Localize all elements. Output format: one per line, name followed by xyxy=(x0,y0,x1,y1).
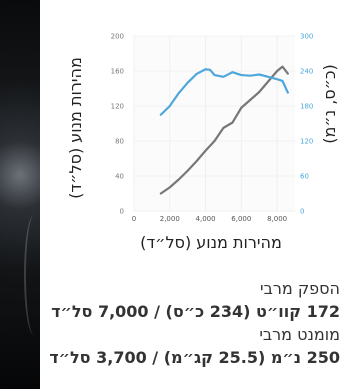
max-torque-title: מומנט מרבי xyxy=(259,325,340,344)
engine-performance-chart: 0 2,000 4,000 6,000 8,000 0 40 80 120 160 200 0 60 12… xyxy=(44,0,360,262)
left-y-tick-label: 80 xyxy=(115,138,124,146)
left-y-tick-label: 200 xyxy=(111,33,124,41)
right-y-tick-label: 120 xyxy=(300,138,313,146)
left-y-tick-label: 0 xyxy=(120,208,124,216)
chart-ticks: 0 2,000 4,000 6,000 8,000 0 40 80 120 160 200 0 60 12… xyxy=(111,33,314,224)
max-power-value: 172 קוו״ט (234 כ״ס) / 7,000 סל״ד xyxy=(51,302,340,321)
right-y-tick-label: 60 xyxy=(300,173,309,181)
right-y-tick-label: 0 xyxy=(300,208,304,216)
right-y-tick-label: 300 xyxy=(300,33,313,41)
max-torque-value: 250 נ״מ (25.5 קג״מ) / 3,700 סל״ד xyxy=(49,348,340,367)
x-tick-label: 8,000 xyxy=(267,215,287,223)
left-y-tick-label: 40 xyxy=(115,173,124,181)
x-tick-label: 6,000 xyxy=(231,215,251,223)
x-axis-label: מהירות מנוע (סל״ד) xyxy=(140,233,282,252)
x-tick-label: 4,000 xyxy=(196,215,216,223)
left-y-tick-label: 160 xyxy=(111,68,124,76)
left-y-tick-label: 120 xyxy=(111,103,124,111)
x-tick-label: 2,000 xyxy=(160,215,180,223)
chart-grid xyxy=(133,35,295,212)
gray-series-line xyxy=(159,65,289,195)
engine-specs: הספק מרבי 172 קוו״ט (234 כ״ס) / 7,000 סל… xyxy=(40,277,340,369)
right-y-tick-label: 180 xyxy=(300,103,313,111)
right-axis-label: (כ״ס, נ״מ) xyxy=(320,64,339,143)
chart-series xyxy=(159,65,289,195)
right-y-tick-label: 240 xyxy=(300,68,313,76)
x-tick-label: 0 xyxy=(132,215,136,223)
max-power-title: הספק מרבי xyxy=(260,279,340,298)
engine-photo-strip xyxy=(0,0,40,389)
chart-svg: 0 2,000 4,000 6,000 8,000 0 40 80 120 160 200 0 60 12… xyxy=(66,33,339,253)
left-axis-label: מהירות מנוע (סל״ד) xyxy=(66,57,85,199)
plot-background xyxy=(134,36,295,211)
blue-series-line xyxy=(159,68,289,116)
